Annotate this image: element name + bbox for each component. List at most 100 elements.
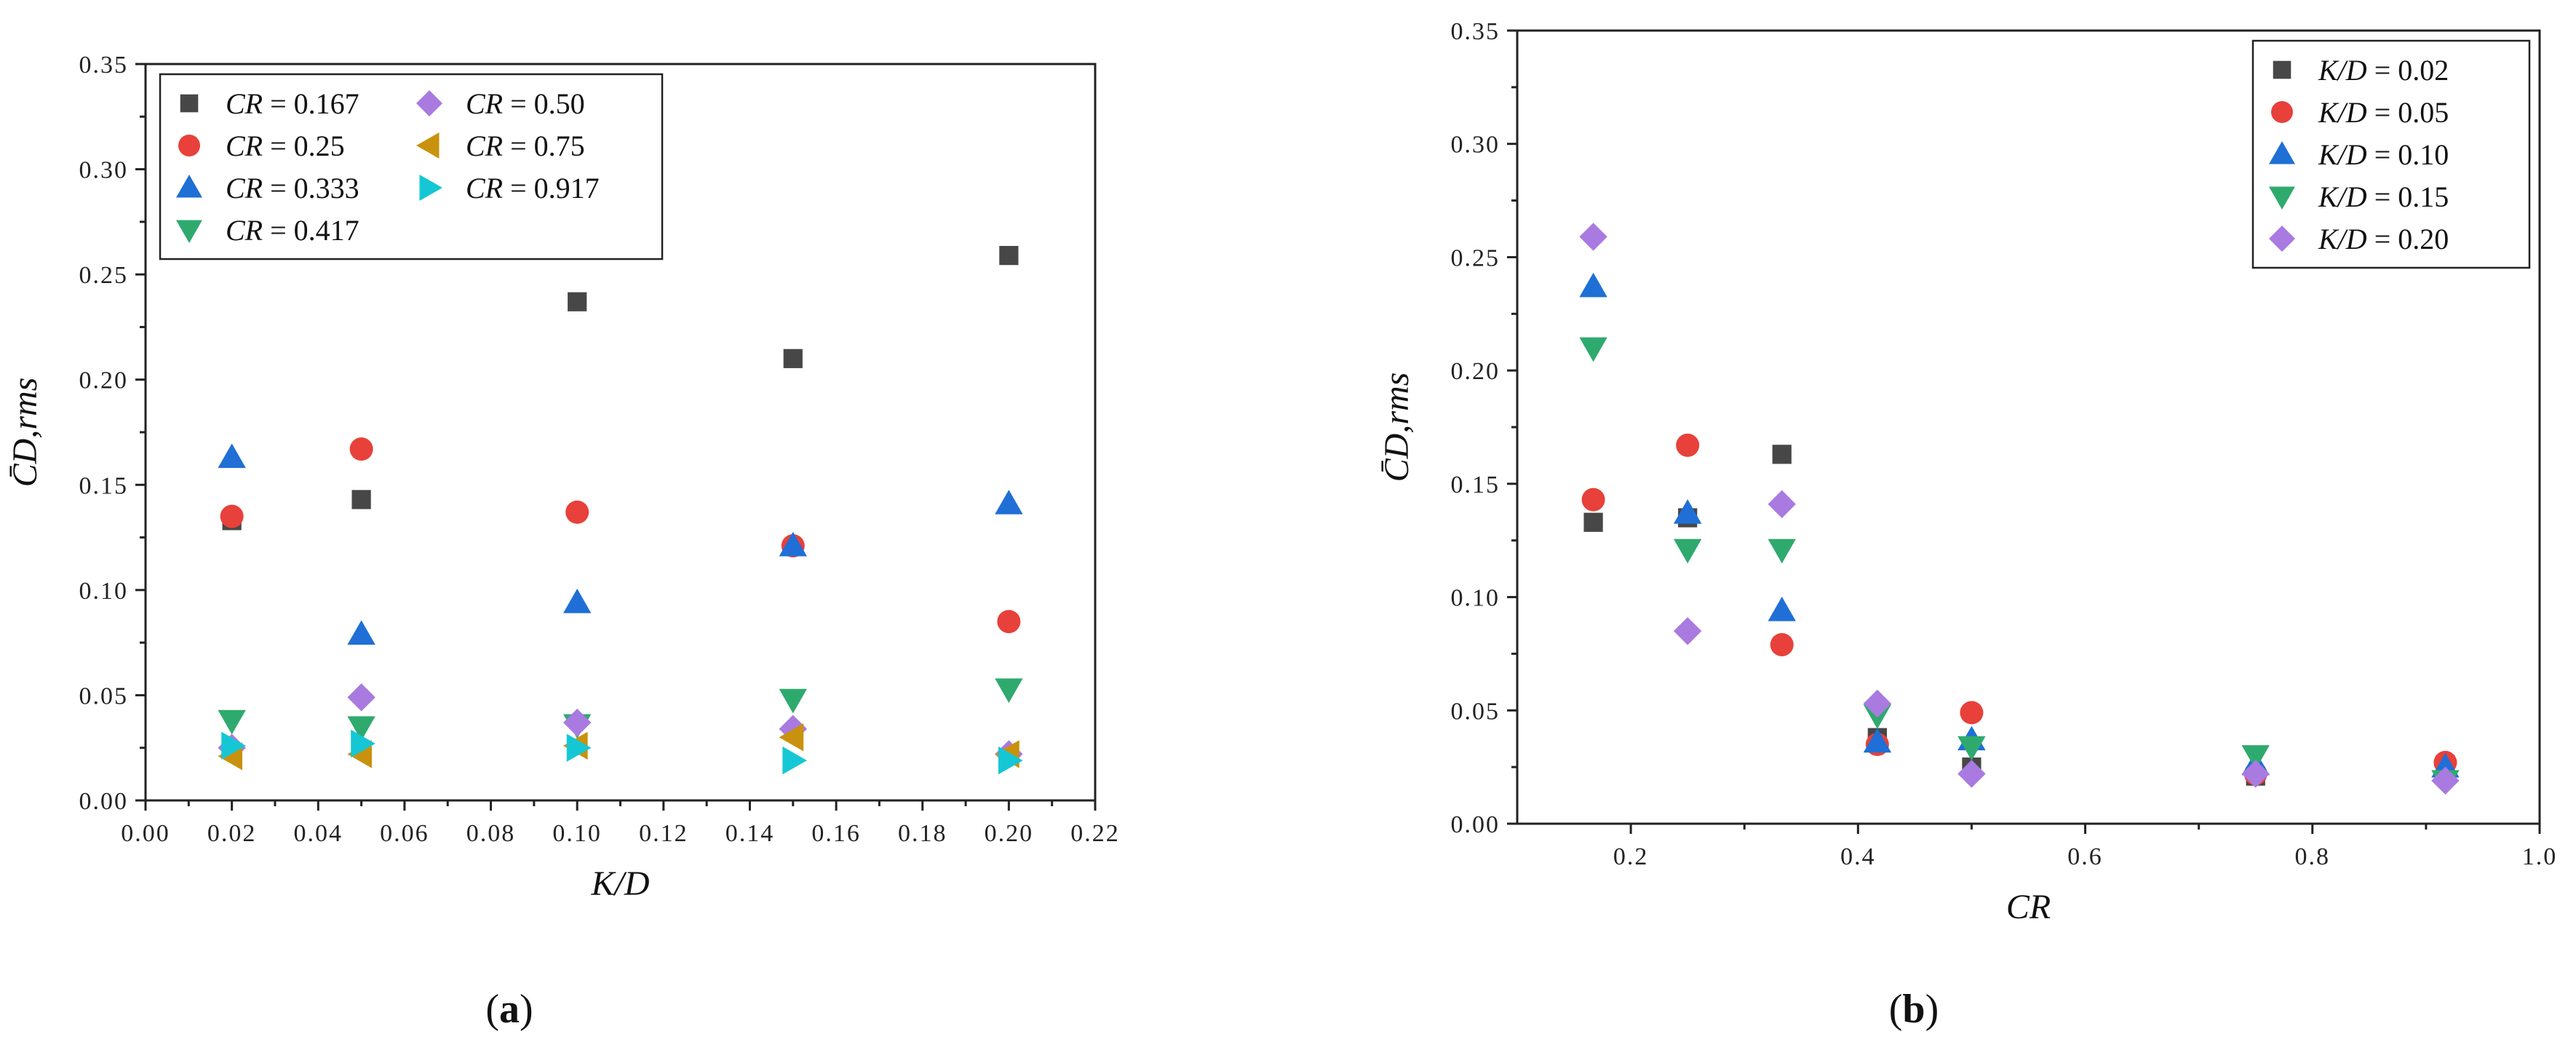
panel-label-open: ( [485,987,499,1032]
chart-panel-a: 0.00 0.05 0.10 0.15 0.20 0.25 0.30 0.35 0.00 0.02… [6,52,1118,1032]
y-tick-label: 0.35 [79,52,129,79]
legend-var: CR [226,214,263,247]
legend-label: K/D = 0.10 [2318,138,2449,171]
legend-item: K/D = 0.10 [2269,138,2449,171]
legend-item: CR = 0.167 [180,87,359,120]
legend-item: CR = 0.25 [178,130,345,162]
chart-panel-b: 0.00 0.05 0.10 0.15 0.20 0.25 0.30 0.35 0.2 0.4 0.… [1378,18,2556,1032]
legend-label: K/D = 0.15 [2318,180,2449,213]
data-point [1957,760,1986,788]
data-point [1581,488,1605,512]
legend-label: K/D = 0.05 [2318,96,2449,129]
y-tick-label: 0.10 [79,578,129,605]
x-tick-label: 0.6 [2067,843,2103,870]
data-points [1579,223,2460,795]
panel-label-letter: b [1902,987,1925,1032]
data-point [782,746,807,775]
x-tick-label: 0.2 [1613,843,1649,870]
data-point [562,708,592,737]
legend-var: K/D [2318,54,2367,87]
legend-marker [180,94,199,113]
y-tick-label: 0.05 [79,683,129,709]
data-point [779,688,807,714]
data-point [995,678,1023,703]
legend-marker [2271,101,2293,123]
legend-item: K/D = 0.20 [2269,223,2449,255]
legend-marker [176,220,202,243]
data-point [1768,597,1796,621]
data-point [998,746,1023,775]
data-point [1673,538,1702,564]
x-axis-label: CR [2006,888,2051,926]
data-point [1768,490,1796,519]
legend-marker [419,175,442,201]
data-point [2241,760,2270,788]
data-point [1673,617,1702,645]
legend-label: CR = 0.917 [466,172,600,204]
legend-var: K/D [2318,180,2367,213]
data-point [1957,736,1986,761]
data-point [1770,632,1794,656]
x-tick-label: 0.10 [552,820,602,847]
data-point [349,437,373,461]
data-point [1579,337,1607,362]
y-tick-label: 0.25 [79,262,129,289]
legend-label: CR = 0.75 [466,130,585,162]
y-tick-label: 0.15 [79,472,129,499]
data-point [347,620,375,645]
x-tick-label: 0.8 [2295,843,2331,870]
legend-var: K/D [2318,96,2367,129]
data-point [2241,745,2270,770]
legend-item: K/D = 0.05 [2271,96,2449,129]
data-point [1676,433,1700,457]
panel-label-close: ) [520,987,533,1032]
y-tick-label: 0.00 [1451,811,1500,838]
x-tick-label: 0.00 [121,820,170,847]
data-point [568,292,587,311]
legend-marker [416,132,440,159]
x-tick-label: 0.02 [207,820,257,847]
legend-item: K/D = 0.15 [2269,180,2449,213]
legend-var: CR [466,87,503,120]
data-point [783,349,803,368]
x-tick-label: 0.04 [294,820,343,847]
legend-value: = 0.917 [503,172,600,204]
data-point [218,443,246,469]
legend-var: K/D [2318,223,2367,255]
legend-item: CR = 0.417 [176,214,359,247]
y-tick-label: 0.30 [1451,132,1500,159]
panel-label-close: ) [1925,987,1939,1032]
legend-var: CR [466,172,503,204]
data-point [218,709,246,735]
panel-label: (a) [485,987,533,1032]
y-axis-label-text: C̄D,rms [6,378,44,488]
legend-var: CR [226,172,263,204]
y-tick-label: 0.15 [1451,472,1500,498]
legend-value: = 0.10 [2367,138,2449,171]
legend-label: CR = 0.333 [226,172,359,204]
legend-item: CR = 0.50 [416,87,585,120]
legend-var: CR [226,87,263,120]
legend-label: K/D = 0.20 [2318,223,2449,255]
y-tick-label: 0.10 [1451,585,1500,612]
legend-value: = 0.75 [503,130,585,162]
x-tick-label: 0.14 [726,820,775,847]
legend-value: = 0.15 [2367,180,2449,213]
data-point [999,246,1019,266]
data-point [221,731,246,760]
data-point [347,683,375,712]
panel-label: (b) [1889,987,1939,1032]
x-tick-label: 0.06 [380,820,429,847]
data-point [1960,701,1984,725]
legend-marker [416,90,442,116]
legend-marker [178,135,200,156]
legend-label: CR = 0.50 [466,87,585,120]
x-tick-label: 0.4 [1840,843,1876,870]
y-axis-label: C̄D,rms [6,378,44,488]
legend-marker [2269,226,2295,252]
legend-var: CR [226,130,263,162]
legend-label: K/D = 0.02 [2318,54,2449,87]
legend-var: K/D [2318,138,2367,171]
